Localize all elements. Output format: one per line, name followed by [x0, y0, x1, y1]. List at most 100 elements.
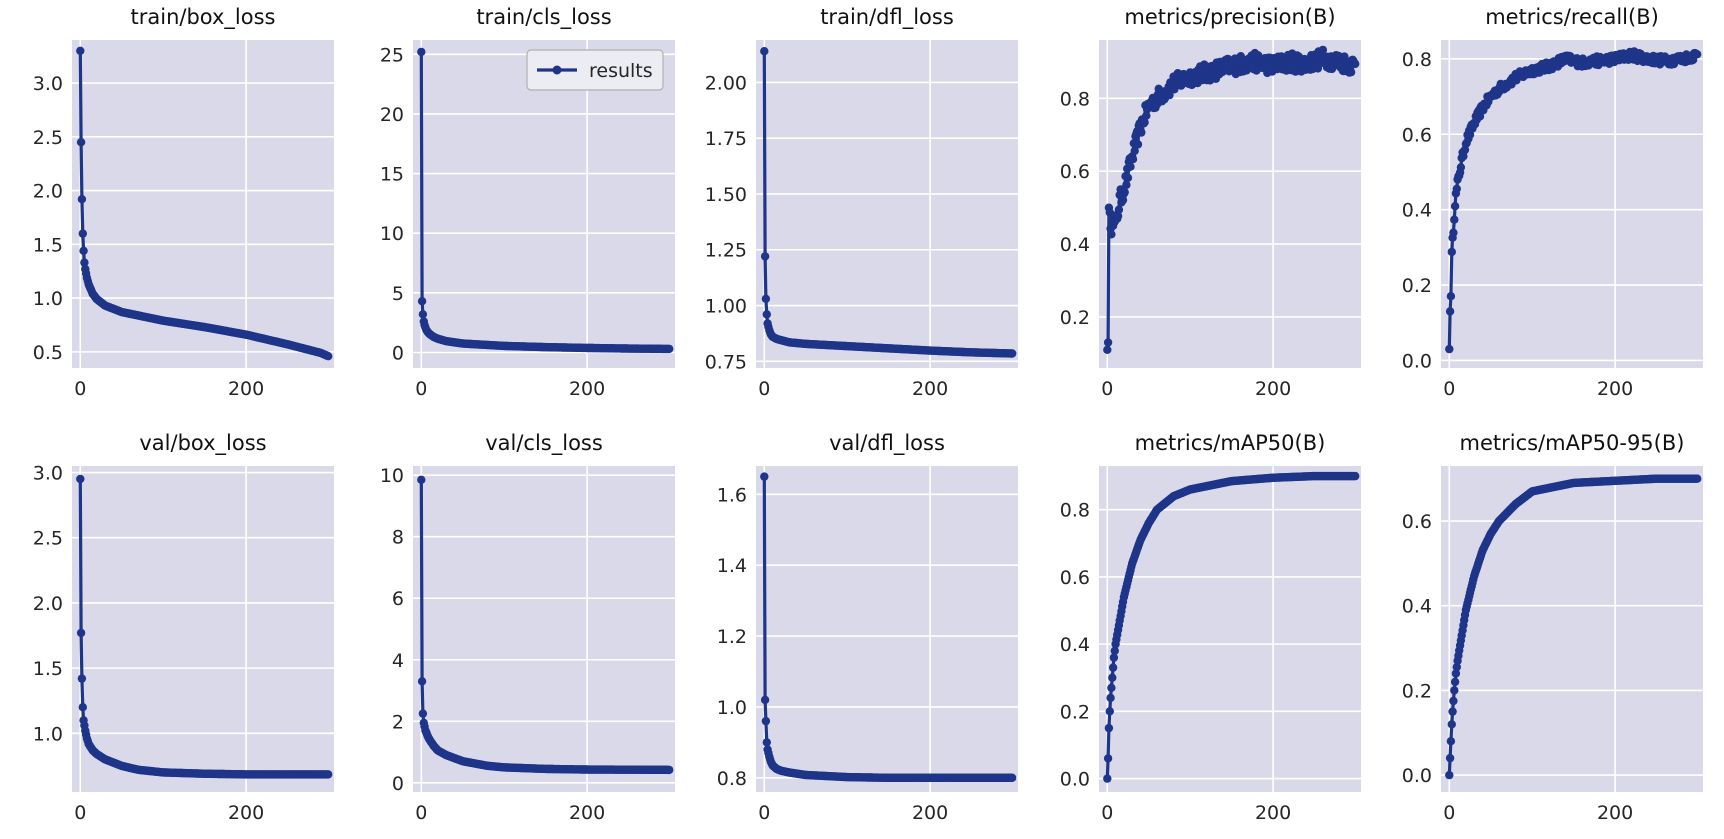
data-point [1109, 653, 1119, 662]
data-point [1113, 211, 1123, 221]
data-point [76, 46, 85, 55]
data-point [417, 677, 427, 686]
series-markers [1445, 47, 1702, 354]
data-point [1351, 59, 1360, 69]
y-tick-label: 0.6 [1060, 161, 1090, 183]
data-point [1103, 754, 1113, 763]
y-tick-label: 6 [392, 588, 404, 610]
data-point [1103, 345, 1112, 354]
y-tick-label: 1.5 [33, 234, 63, 256]
data-point [1445, 753, 1455, 763]
subplot-val-box-loss: 0 200 1.0 1.5 2.0 2.5 3.0 val/box_loss [33, 431, 334, 824]
data-point [417, 475, 426, 484]
data-point [1451, 669, 1461, 678]
data-point [1327, 64, 1337, 74]
y-tick-label: 0.0 [1402, 350, 1432, 372]
y-tick-label: 8 [392, 527, 404, 549]
y-tick-label: 0.2 [1402, 680, 1432, 702]
x-tick-label: 200 [569, 802, 605, 824]
data-point [1445, 307, 1455, 316]
data-point [417, 47, 426, 57]
x-tick-label: 0 [1443, 802, 1455, 824]
data-point [760, 472, 769, 481]
y-tick-label: 2.0 [33, 593, 63, 615]
y-tick-label: 1.6 [717, 484, 747, 506]
legend-label: results [589, 60, 653, 82]
y-tick-label: 1.5 [33, 658, 63, 680]
x-tick-label: 200 [1597, 378, 1633, 400]
subplot-metrics-recall-b: 0 200 0.0 0.2 0.4 0.6 0.8 metrics/recall(B) [1402, 5, 1703, 400]
series-markers [76, 474, 333, 779]
x-tick-label: 0 [74, 378, 86, 400]
data-point [761, 294, 771, 303]
data-point [1449, 228, 1458, 237]
x-tick-label: 200 [228, 802, 264, 824]
subplot-title: metrics/mAP50-95(B) [1460, 431, 1685, 455]
x-tick-label: 200 [228, 378, 264, 400]
data-point [76, 474, 85, 484]
y-tick-label: 1.25 [705, 240, 747, 262]
y-tick-label: 1.0 [33, 723, 63, 745]
y-tick-label: 4 [392, 650, 404, 672]
y-tick-label: 1.0 [717, 697, 747, 719]
y-tick-label: 0.2 [1402, 275, 1432, 297]
y-tick-label: 25 [380, 44, 404, 66]
subplot-title: metrics/precision(B) [1124, 5, 1335, 29]
x-tick-label: 0 [1101, 802, 1113, 824]
data-point [1137, 128, 1146, 137]
x-tick-label: 200 [912, 802, 948, 824]
y-tick-label: 2.5 [33, 127, 63, 149]
series-markers [1445, 474, 1702, 780]
data-point [1450, 215, 1459, 224]
y-tick-label: 3.0 [33, 73, 63, 95]
series-markers [1103, 45, 1360, 354]
x-tick-label: 200 [1597, 802, 1633, 824]
data-point [1105, 707, 1115, 716]
subplot-title: metrics/mAP50(B) [1135, 431, 1326, 455]
data-point [1446, 737, 1456, 746]
data-point [761, 716, 771, 726]
data-point [1450, 686, 1459, 695]
y-tick-label: 1.00 [705, 296, 747, 318]
data-point [1133, 140, 1143, 149]
data-point [1108, 673, 1117, 682]
subplot-train-box-loss: 0 200 0.5 1.0 1.5 2.0 2.5 3.0 train/box_loss [33, 5, 334, 400]
data-point [78, 229, 88, 238]
data-point [418, 709, 428, 718]
data-point [418, 310, 428, 319]
subplot-title: val/box_loss [139, 431, 266, 456]
series-markers [1103, 471, 1360, 783]
data-point [760, 252, 770, 261]
data-point [79, 246, 88, 255]
data-point [324, 352, 333, 361]
y-tick-label: 5 [392, 283, 404, 305]
plot-area [756, 466, 1018, 792]
series-markers [760, 472, 1017, 782]
data-point [1456, 163, 1466, 172]
y-tick-label: 0.2 [1060, 701, 1090, 723]
data-point [1140, 118, 1149, 127]
legend: results [526, 49, 664, 91]
data-point [1445, 770, 1454, 780]
subplot-title: train/dfl_loss [820, 5, 954, 30]
x-tick-label: 0 [415, 378, 427, 400]
subplot-train-dfl-loss: 0 200 0.75 1.00 1.25 1.50 1.75 2.00 train/dfl_lo… [705, 5, 1018, 400]
data-point [1106, 693, 1115, 703]
y-tick-label: 0.75 [705, 351, 747, 373]
data-point [1126, 162, 1135, 171]
series-markers [760, 47, 1017, 358]
y-tick-label: 0.4 [1060, 634, 1090, 656]
y-tick-label: 1.0 [33, 288, 63, 310]
y-tick-label: 0.0 [1060, 769, 1090, 791]
data-point [1452, 662, 1462, 672]
series-markers [417, 475, 674, 775]
data-point [1452, 184, 1462, 193]
subplot-val-dfl-loss: 0 200 0.8 1.0 1.2 1.4 1.6 val/dfl_loss [717, 431, 1018, 824]
series-markers [76, 46, 333, 361]
plot-area [1099, 466, 1361, 792]
data-point [1142, 111, 1151, 120]
data-point [1448, 707, 1457, 716]
plot-area [72, 40, 334, 368]
y-tick-label: 0 [392, 773, 404, 795]
subplot-metrics-map50-95-b: 0 200 0.0 0.2 0.4 0.6 metrics/mAP50-95(B) [1402, 431, 1703, 824]
